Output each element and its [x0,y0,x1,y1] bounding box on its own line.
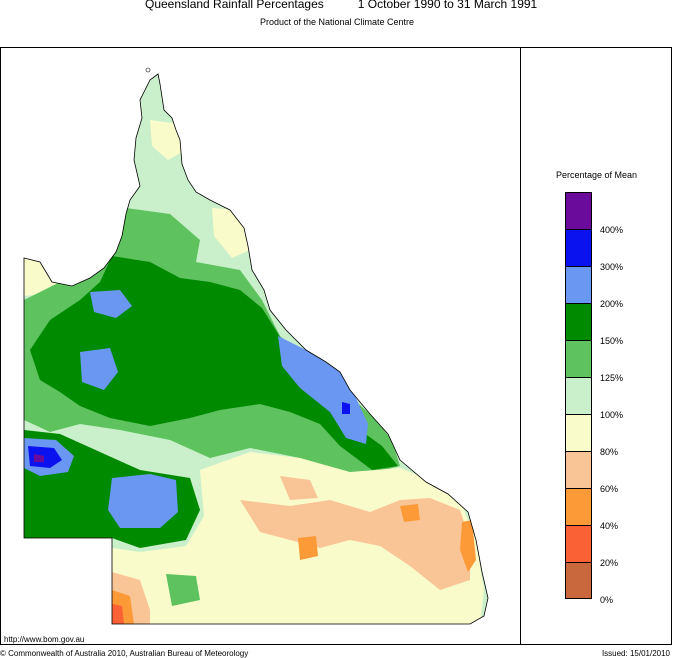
legend-swatch-200 [565,266,592,303]
region-40-60-southeast [400,504,420,522]
legend-swatch-60 [565,451,592,488]
copyright-text: © Commonwealth of Australia 2010, Austra… [0,649,249,658]
legend-swatch-150 [565,303,592,340]
legend-label-300: 300% [600,262,624,272]
map-frame [0,47,672,645]
region-400-plus [34,454,44,462]
region-300-400 [28,446,62,468]
legend-label-150: 150% [600,336,624,346]
legend-label-20: 20% [600,558,619,568]
rainfall-regions [24,74,488,624]
region-40-60-coast [460,520,476,572]
torres-strait-island [145,67,151,73]
region-125-150-south [166,574,200,606]
region-60-80-southeast [240,498,470,590]
region-300-400-coast [342,402,350,414]
legend-label-80: 80% [600,447,619,457]
legend-title: Percentage of Mean [555,170,638,180]
legend-swatch-125 [565,340,592,377]
legend-swatch-400 [565,192,592,229]
legend-color-bar [565,192,592,599]
region-200-300-west [80,348,118,390]
legend-divider [520,47,521,645]
region-200-300-coast [278,336,368,444]
map-subtitle: Product of the National Climate Centre [259,17,415,27]
legend-label-125: 125% [600,373,624,383]
region-60-80-central [280,476,318,500]
legend-label-400: 400% [600,225,624,235]
map-title-block: Queensland Rainfall Percentages 1 October… [0,0,674,40]
region-200-300-gulf [90,290,132,318]
website-link[interactable]: http://www.bom.gov.au [4,635,85,644]
legend-swatch-100 [565,377,592,414]
legend-swatch-20 [565,525,592,562]
period-text: 1 October 1990 to 31 March 1991 [357,0,538,11]
queensland-outline [23,73,489,625]
legend-label-200: 200% [600,299,624,309]
legend-swatch-0 [565,562,592,599]
legend-swatch-40 [565,488,592,525]
region-40-60-central [298,536,318,560]
legend-label-40: 40% [600,521,619,531]
legend-label-60: 60% [600,484,619,494]
legend-swatch-80 [565,414,592,451]
legend-label-0: 0% [600,595,614,605]
issued-date: Issued: 15/01/2010 [601,649,670,658]
region-200-300-south [108,474,178,528]
map-title: Queensland Rainfall Percentages 1 October… [145,0,537,11]
legend-label-100: 100% [600,410,624,420]
title-text: Queensland Rainfall Percentages [145,0,324,11]
region-20-40-southwest [112,604,124,624]
legend-swatch-300 [565,229,592,266]
